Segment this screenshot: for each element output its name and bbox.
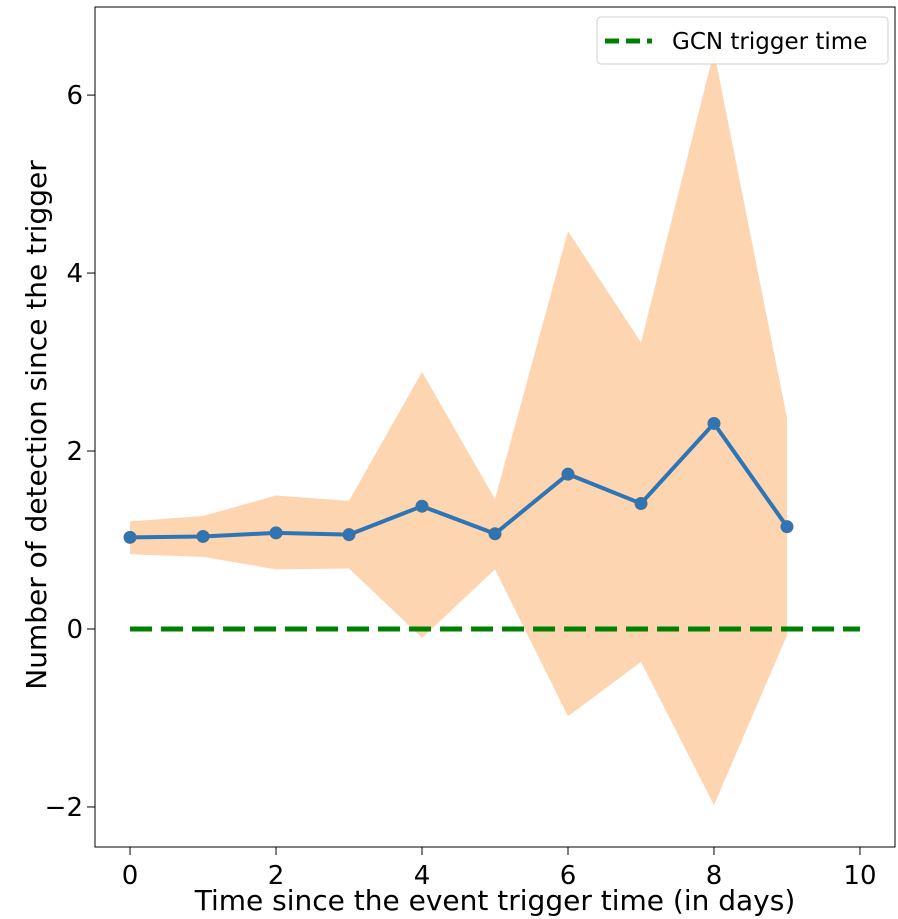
x-tick-label: 10 <box>843 861 876 891</box>
y-tick-label: 2 <box>66 437 83 467</box>
confidence-band <box>130 51 787 806</box>
confidence-band-layer <box>130 51 787 806</box>
detection-point <box>707 416 721 430</box>
legend-label-gcn-trigger: GCN trigger time <box>672 29 867 55</box>
y-tick-label: 0 <box>66 615 83 645</box>
detection-point <box>196 529 210 543</box>
detection-point <box>561 467 575 481</box>
y-axis-label: Number of detection since the trigger <box>20 160 53 690</box>
detection-point <box>488 527 502 541</box>
series-line-layer <box>130 421 789 540</box>
detections-line <box>130 421 789 540</box>
plot-frame <box>94 6 896 848</box>
x-tick-label: 4 <box>414 861 431 891</box>
detection-point <box>123 530 137 544</box>
legend: GCN trigger time <box>596 16 889 65</box>
legend-box <box>596 16 889 65</box>
x-axis-ticks: 0 2 4 6 8 10 <box>122 847 877 891</box>
detection-point <box>415 499 429 513</box>
series-marker-layer <box>123 416 794 544</box>
x-tick-label: 6 <box>560 861 577 891</box>
x-tick-label: 2 <box>268 861 285 891</box>
y-tick-label: 4 <box>66 259 83 289</box>
detection-point <box>342 528 356 542</box>
y-tick-label: 6 <box>66 81 83 111</box>
x-axis-label: Time since the event trigger time (in da… <box>194 884 796 917</box>
x-tick-label: 8 <box>706 861 723 891</box>
y-tick-label: −2 <box>45 793 83 823</box>
y-axis-ticks: −2 0 2 4 6 <box>45 81 95 823</box>
detection-point <box>634 497 648 511</box>
x-tick-label: 0 <box>122 861 139 891</box>
detection-point <box>780 520 794 534</box>
detection-point <box>269 526 283 540</box>
